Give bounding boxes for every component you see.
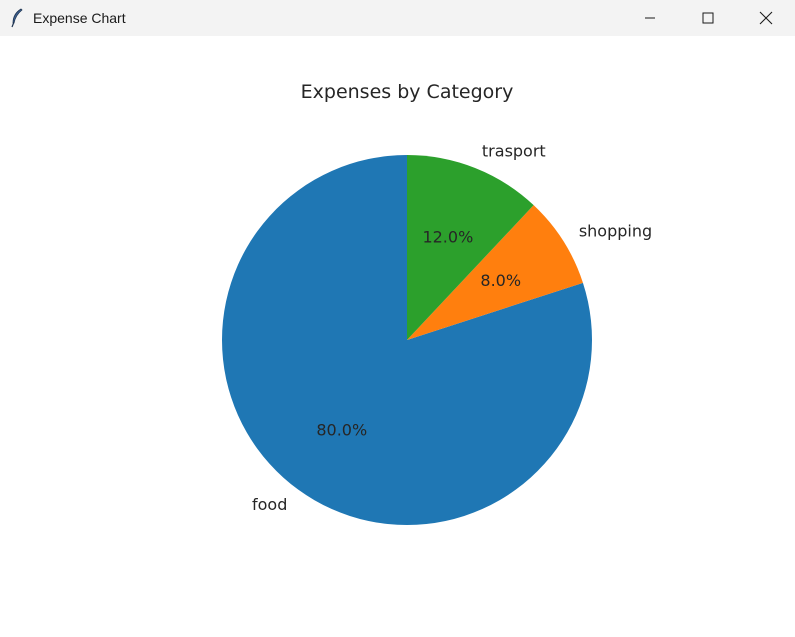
slice-percent-shopping: 8.0% — [480, 271, 521, 290]
close-button[interactable] — [743, 0, 789, 36]
maximize-button[interactable] — [685, 0, 731, 36]
chart-title: Expenses by Category — [301, 81, 514, 103]
slice-label-shopping: shopping — [579, 221, 652, 240]
window-title: Expense Chart — [33, 10, 126, 26]
slice-label-food: food — [252, 495, 287, 514]
pie-chart: Expenses by Category food 80.0% shopping 8.… — [222, 81, 652, 526]
chart-area: Expenses by Category food 80.0% shopping 8.… — [0, 36, 795, 637]
close-icon — [759, 11, 773, 25]
slice-percent-trasport: 12.0% — [422, 227, 473, 246]
pie-slice-food — [222, 155, 593, 526]
minimize-icon — [645, 17, 655, 19]
slice-label-trasport: trasport — [482, 141, 546, 160]
slice-percent-food: 80.0% — [316, 420, 367, 439]
feather-icon — [11, 8, 23, 28]
maximize-icon — [702, 12, 714, 24]
title-bar[interactable]: Expense Chart — [0, 0, 795, 36]
pie-slice-shopping — [407, 205, 583, 340]
minimize-button[interactable] — [627, 0, 673, 36]
pie-slice-trasport — [407, 155, 534, 340]
